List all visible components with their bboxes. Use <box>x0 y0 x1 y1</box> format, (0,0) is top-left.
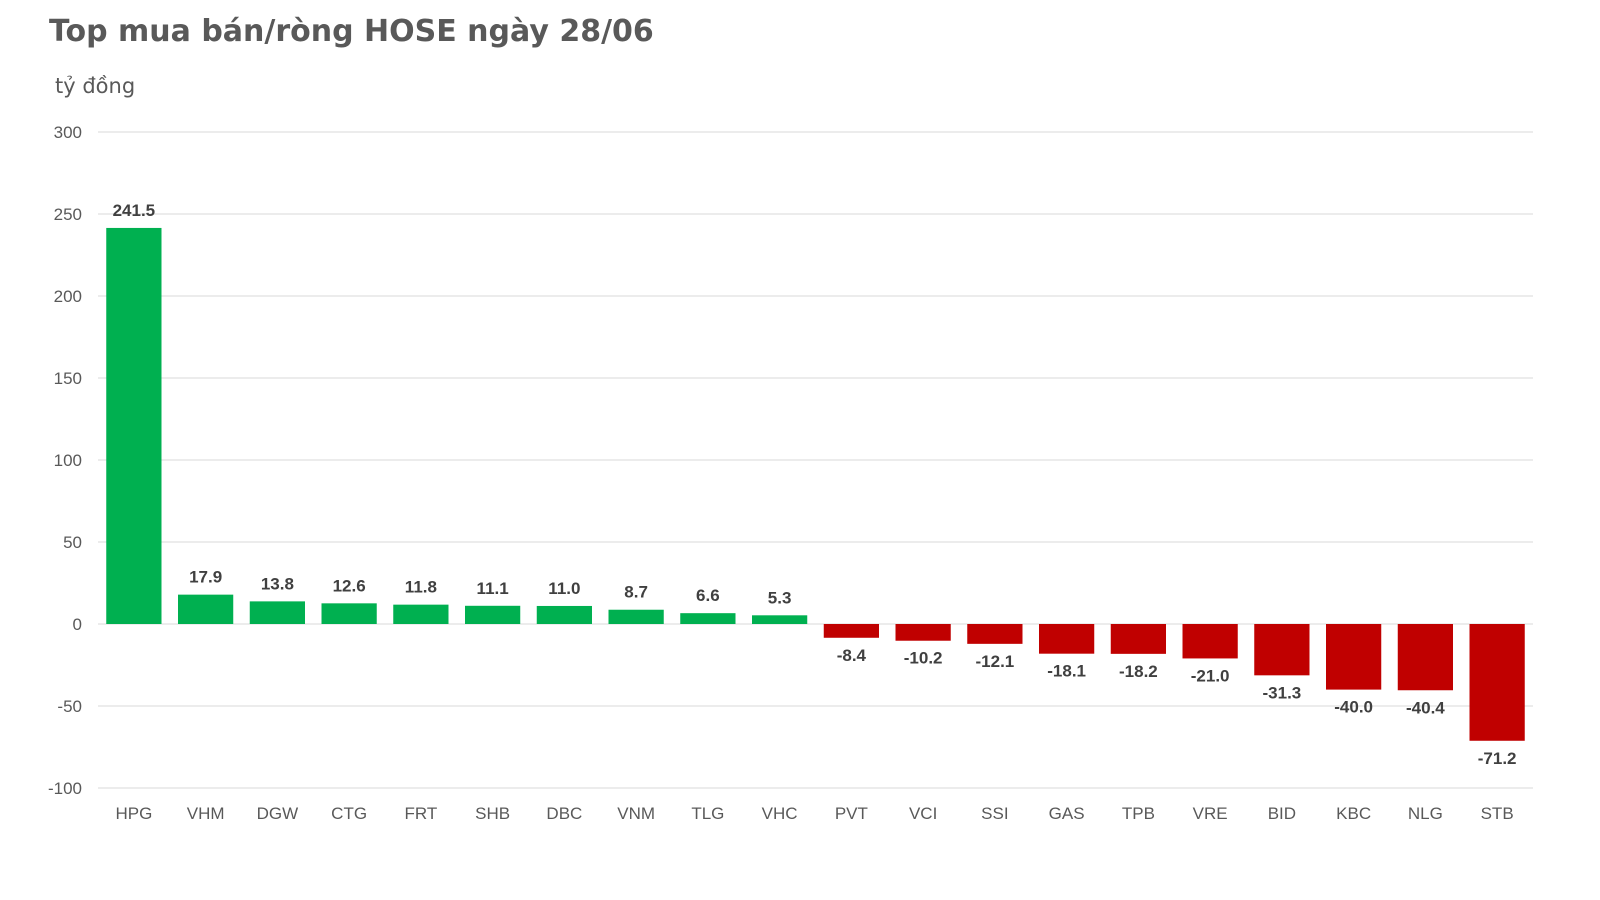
bar-pvt <box>823 624 879 638</box>
x-tick-label: HPG <box>115 804 152 823</box>
data-label: -40.0 <box>1334 698 1373 717</box>
data-label: -31.3 <box>1263 683 1302 702</box>
data-label: 11.1 <box>477 579 509 598</box>
data-label: 5.3 <box>768 588 792 607</box>
bar-tpb <box>1110 624 1166 654</box>
y-axis-unit-label: tỷ đồng <box>55 74 136 98</box>
data-label: 8.7 <box>624 583 648 602</box>
data-label: -12.1 <box>976 652 1015 671</box>
x-tick-label: CTG <box>331 804 367 823</box>
chart-title: Top mua bán/ròng HOSE ngày 28/06 <box>49 14 654 49</box>
bar-dbc <box>536 605 592 624</box>
bar-tlg <box>680 613 736 624</box>
bar-vhc <box>752 615 808 624</box>
y-tick-label: -50 <box>57 697 82 716</box>
bar-vnm <box>608 609 664 624</box>
x-tick-label: VCI <box>909 804 937 823</box>
y-tick-label: 200 <box>54 287 82 306</box>
data-label: 11.0 <box>548 579 580 598</box>
x-tick-label: PVT <box>835 804 868 823</box>
bar-ssi <box>967 624 1023 644</box>
data-label: 6.6 <box>696 586 720 605</box>
x-tick-label: FRT <box>405 804 438 823</box>
bar-gas <box>1039 624 1095 654</box>
y-tick-label: 250 <box>54 205 82 224</box>
x-tick-label: VNM <box>617 804 655 823</box>
y-tick-label: 300 <box>54 123 82 142</box>
bar-bid <box>1254 624 1310 676</box>
x-tick-label: NLG <box>1408 804 1443 823</box>
x-tick-label: BID <box>1268 804 1296 823</box>
bar-vre <box>1182 624 1238 659</box>
bar-stb <box>1469 624 1525 741</box>
x-tick-label: STB <box>1481 804 1514 823</box>
bar-ctg <box>321 603 377 624</box>
x-tick-label: DBC <box>546 804 582 823</box>
x-tick-label: SSI <box>981 804 1008 823</box>
bar-frt <box>393 604 449 624</box>
data-labels: 241.5 17.9 13.8 12.6 11.8 11.1 11.0 8.7 6.6 5.3 -8… <box>113 201 1517 768</box>
bar-hpg <box>106 227 162 624</box>
bar-dgw <box>249 601 305 624</box>
data-label: -40.4 <box>1406 698 1445 717</box>
data-label: 241.5 <box>113 201 156 220</box>
data-label: -21.0 <box>1191 666 1230 685</box>
data-label: -18.1 <box>1047 662 1086 681</box>
x-tick-label: DGW <box>257 804 299 823</box>
data-label: -8.4 <box>837 646 867 665</box>
data-label: -10.2 <box>904 649 943 668</box>
data-label: 17.9 <box>189 568 222 587</box>
x-tick-label: VHM <box>187 804 225 823</box>
x-tick-label: TLG <box>691 804 724 823</box>
data-label: 13.8 <box>261 574 294 593</box>
y-tick-label: -100 <box>48 779 82 798</box>
bar-vhm <box>178 594 234 624</box>
x-tick-label: VHC <box>762 804 798 823</box>
bar-shb <box>465 605 521 624</box>
data-label: 11.8 <box>405 578 437 597</box>
y-tick-label: 50 <box>63 533 82 552</box>
y-axis-ticks: 300 250 200 150 100 50 0 -50 -100 <box>48 123 82 798</box>
bar-nlg <box>1397 624 1453 691</box>
gridlines <box>98 131 1533 789</box>
x-tick-label: SHB <box>475 804 510 823</box>
bars <box>106 227 1525 741</box>
x-axis-ticks: HPG VHM DGW CTG FRT SHB DBC VNM TLG VHC PVT VCI SSI G… <box>115 804 1513 823</box>
y-tick-label: 0 <box>73 615 82 634</box>
x-tick-label: GAS <box>1049 804 1085 823</box>
data-label: -71.2 <box>1478 749 1517 768</box>
bar-kbc <box>1326 624 1382 690</box>
bar-vci <box>895 624 951 641</box>
data-label: 12.6 <box>333 576 366 595</box>
data-label: -18.2 <box>1119 662 1158 681</box>
y-tick-label: 100 <box>54 451 82 470</box>
x-tick-label: KBC <box>1336 804 1371 823</box>
x-tick-label: TPB <box>1122 804 1155 823</box>
x-tick-label: VRE <box>1193 804 1228 823</box>
y-tick-label: 150 <box>54 369 82 388</box>
